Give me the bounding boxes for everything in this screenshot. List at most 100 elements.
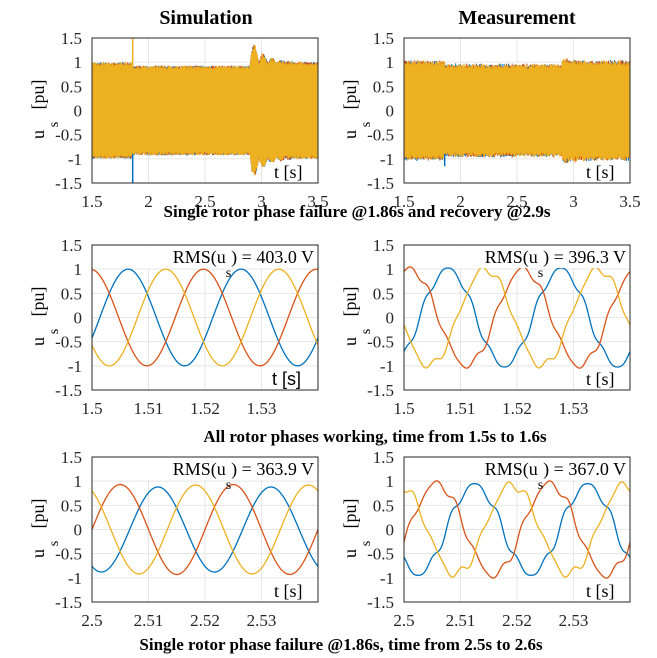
y-tick-label: 1.5 <box>373 29 394 48</box>
y-tick-label: -1 <box>68 357 82 376</box>
y-tick-label: 0 <box>386 521 395 540</box>
x-tick-label: 3.5 <box>619 192 640 211</box>
y-tick-label: 1.5 <box>61 236 82 255</box>
y-tick-label: -0.5 <box>367 545 394 564</box>
y-axis-label-symbol: u <box>28 549 48 558</box>
y-axis-label-symbol: u <box>28 130 48 139</box>
plot-area <box>404 58 630 167</box>
x-tick-label: 1.52 <box>502 399 532 418</box>
axes-frame <box>91 244 319 391</box>
y-tick-label: -1.5 <box>367 381 394 400</box>
y-axis-label-subscript: s <box>47 122 62 127</box>
row-caption-2: All rotor phases working, time from 1.5s… <box>203 427 547 446</box>
y-tick-label: -1 <box>380 357 394 376</box>
y-tick-label: 1 <box>386 472 395 491</box>
y-axis-label: us [pu] <box>28 499 62 559</box>
axes-frame <box>91 37 319 184</box>
row-caption-1: Single rotor phase failure @1.86s and re… <box>164 202 551 221</box>
x-axis-label-box <box>582 581 628 601</box>
y-tick-label: -1 <box>380 569 394 588</box>
y-tick-label: 1.5 <box>61 448 82 467</box>
y-axis-label-unit: [pu] <box>28 80 48 110</box>
y-tick-label: -1.5 <box>367 593 394 612</box>
y-axis-label-unit: [pu] <box>340 287 360 317</box>
x-axis-label: t [s] <box>272 369 301 389</box>
y-axis-label-unit: [pu] <box>28 287 48 317</box>
axes-frame <box>403 244 631 391</box>
series-line-phase-1 <box>92 486 318 573</box>
x-tick-label: 1.51 <box>134 399 164 418</box>
x-tick-label: 1.5 <box>81 192 102 211</box>
y-tick-label: 1.5 <box>61 29 82 48</box>
x-tick-label: 1.5 <box>393 192 414 211</box>
axes-frame <box>91 456 319 603</box>
x-axis-label-box <box>270 162 316 182</box>
row-caption-3: Single rotor phase failure @1.86s, time … <box>139 635 543 654</box>
plot-area <box>92 483 318 576</box>
y-axis-label-unit: [pu] <box>340 80 360 110</box>
chart-panel-r2c2: 1.510.50-0.5-1-1.51.5 1.51 1.52 1.53us[pu]t… <box>340 236 631 418</box>
y-tick-label: -0.5 <box>55 545 82 564</box>
y-axis-label-symbol: u <box>28 337 48 346</box>
x-tick-label: 2.51 <box>446 611 476 630</box>
y-axis-label-unit: [pu] <box>340 499 360 529</box>
y-axis-label-symbol: u <box>340 337 360 346</box>
y-tick-label: 0.5 <box>373 284 394 303</box>
y-tick-label: -1.5 <box>55 174 82 193</box>
y-tick-label: 1 <box>74 260 83 279</box>
y-tick-label: 0.5 <box>61 77 82 96</box>
rms-annotation: RMS(us) = 396.3 V <box>485 247 626 281</box>
x-axis-label: t [s] <box>274 162 303 182</box>
y-axis-label-subscript: s <box>47 541 62 546</box>
x-tick-label: 2.51 <box>134 611 164 630</box>
y-axis-label-subscript: s <box>47 329 62 334</box>
y-tick-label: -0.5 <box>55 333 82 352</box>
x-tick-label: 2 <box>456 192 465 211</box>
rms-annotation-box <box>148 246 317 268</box>
x-axis-label: t [s] <box>586 162 615 182</box>
x-axis-label: t [s] <box>274 581 303 601</box>
series-line-phase-1 <box>404 483 630 576</box>
y-axis-label-subscript: s <box>359 122 374 127</box>
x-axis-label-box <box>270 581 316 601</box>
y-tick-label: -1 <box>380 150 394 169</box>
rms-annotation: RMS(us) = 403.0 V <box>173 247 314 281</box>
x-tick-label: 1.51 <box>446 399 476 418</box>
chart-panel-r1c2: 1.510.50-0.5-1-1.51.5 2 2.5 3 3.5us[pu]t [s] <box>340 29 641 211</box>
x-tick-label: 1.5 <box>393 399 414 418</box>
y-axis-label: us [pu] <box>340 80 374 140</box>
y-tick-label: 1 <box>386 260 395 279</box>
y-axis-label-symbol: u <box>340 549 360 558</box>
rms-annotation-box <box>148 458 317 480</box>
x-tick-label: 2.52 <box>502 611 532 630</box>
series-line-phase-1 <box>404 267 630 368</box>
y-tick-label: -0.5 <box>55 126 82 145</box>
y-axis-label-symbol: u <box>340 130 360 139</box>
x-tick-label: 3.5 <box>307 192 328 211</box>
y-tick-label: 1.5 <box>373 236 394 255</box>
x-axis-label-box <box>582 162 628 182</box>
y-tick-label: -1 <box>68 150 82 169</box>
chart-panel-r1c1: 1.510.50-0.5-1-1.51.5 2 2.5 3 3.5us[pu]t [s] <box>28 29 329 211</box>
series-line-phase-3 <box>92 44 318 176</box>
rms-annotation-box <box>460 458 629 480</box>
y-tick-label: 1 <box>74 53 83 72</box>
y-tick-label: 1 <box>386 53 395 72</box>
y-tick-label: 0 <box>386 309 395 328</box>
column-title-measurement: Measurement <box>458 7 576 29</box>
x-tick-label: 1.53 <box>559 399 589 418</box>
x-tick-label: 2 <box>144 192 153 211</box>
y-axis-label: us [pu] <box>340 287 374 347</box>
x-tick-label: 1.5 <box>81 399 102 418</box>
axes-frame <box>403 456 631 603</box>
y-tick-label: -1.5 <box>55 381 82 400</box>
plot-area <box>92 38 318 183</box>
series-line-phase-3 <box>92 484 318 575</box>
plot-area <box>404 480 630 579</box>
x-axis-label: t [s] <box>586 581 615 601</box>
series-line-phase-1 <box>92 268 318 367</box>
x-axis-label-box <box>582 369 628 389</box>
x-tick-label: 2.5 <box>506 192 527 211</box>
x-tick-label: 3 <box>257 192 266 211</box>
x-tick-label: 2.5 <box>81 611 102 630</box>
